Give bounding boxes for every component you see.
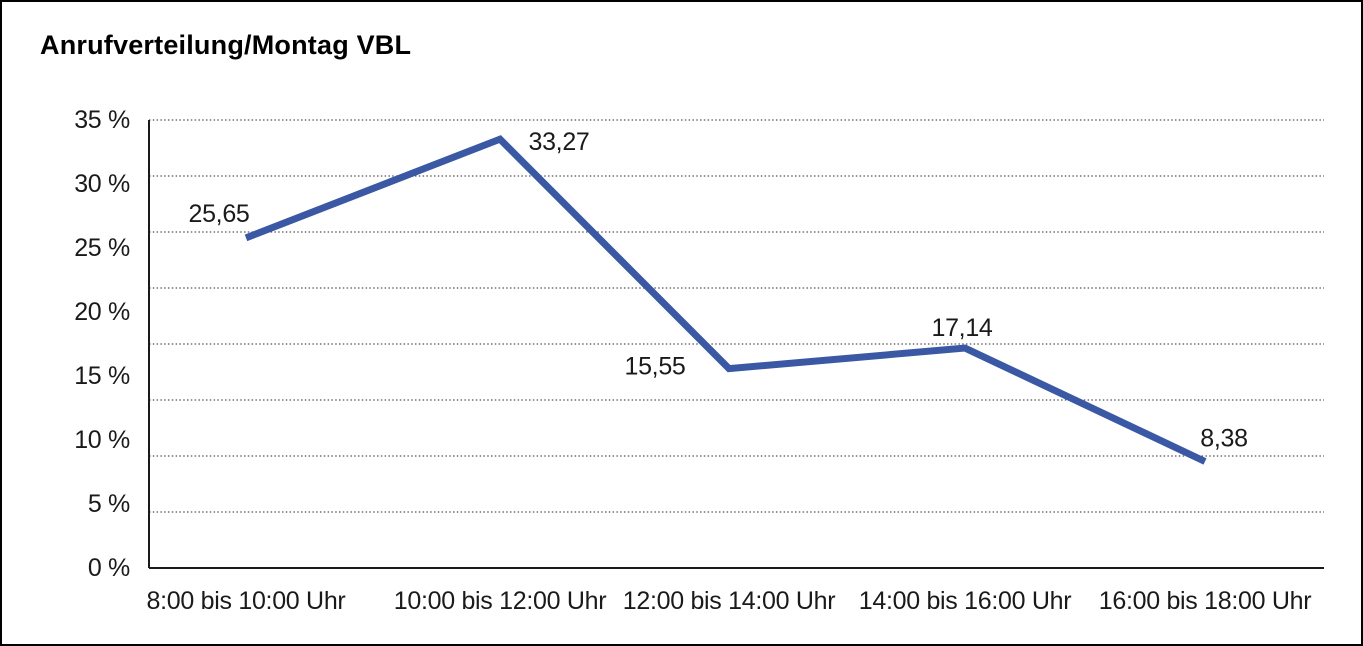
y-axis-tick-label: 30 % bbox=[74, 170, 130, 198]
data-point-label: 25,65 bbox=[188, 200, 249, 228]
y-axis-tick-label: 25 % bbox=[74, 234, 130, 262]
y-axis-tick-label: 20 % bbox=[74, 298, 130, 326]
x-axis-category-label: 12:00 bis 14:00 Uhr bbox=[623, 587, 836, 615]
data-point-label: 17,14 bbox=[931, 314, 992, 342]
x-axis-category-label: 14:00 bis 16:00 Uhr bbox=[859, 587, 1072, 615]
chart-title: Anrufverteilung/Montag VBL bbox=[40, 30, 412, 60]
y-axis-tick-label: 0 % bbox=[88, 554, 130, 582]
data-point-label: 15,55 bbox=[624, 353, 685, 381]
data-point-label: 8,38 bbox=[1200, 424, 1247, 452]
y-axis-tick-label: 10 % bbox=[74, 426, 130, 454]
x-axis-category-label: 16:00 bis 18:00 Uhr bbox=[1099, 587, 1312, 615]
data-line bbox=[244, 135, 1207, 465]
data-point-label: 33,27 bbox=[528, 128, 589, 156]
x-axis-category-label: 10:00 bis 12:00 Uhr bbox=[394, 587, 607, 615]
y-axis-tick-label: 15 % bbox=[74, 362, 130, 390]
x-axis-category-label: 8:00 bis 10:00 Uhr bbox=[147, 587, 346, 615]
y-axis-tick-label: 5 % bbox=[88, 490, 130, 518]
y-axis-tick-label: 35 % bbox=[74, 106, 130, 134]
